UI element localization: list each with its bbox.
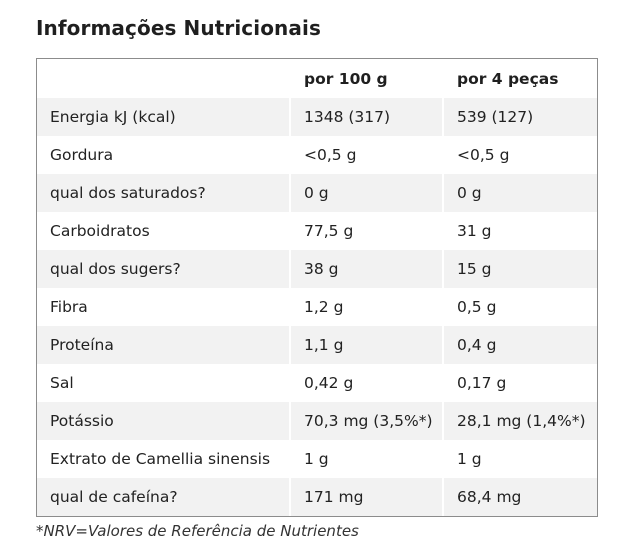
table-row: Sal 0,42 g 0,17 g (37, 364, 597, 402)
table-row: Proteína 1,1 g 0,4 g (37, 326, 597, 364)
nutrient-name: qual dos sugers? (37, 250, 290, 288)
value-per-4-pieces: 0,4 g (442, 326, 597, 364)
nutrient-name: Fibra (50, 298, 88, 316)
value-per-100g: 0,42 g (289, 364, 443, 402)
header-nutrient (37, 59, 290, 98)
value-per-4-pieces: 28,1 mg (1,4%*) (442, 402, 597, 440)
nutrient-name: Energia kJ (kcal) (37, 98, 290, 136)
nutrient-name: Potássio (37, 402, 290, 440)
table-row: qual dos sugers? 38 g 15 g (37, 250, 597, 288)
nutrient-name: Extrato de Camellia sinensis (50, 450, 271, 468)
nutrient-name: Carboidratos (50, 222, 150, 240)
value-per-100g: 1348 (317) (289, 98, 443, 136)
table-row: Gordura <0,5 g <0,5 g (37, 136, 597, 174)
nutrient-name: qual dos saturados? (37, 174, 290, 212)
value-per-100g: <0,5 g (289, 136, 443, 174)
table-row: Energia kJ (kcal) 1348 (317) 539 (127) (37, 98, 597, 136)
value-per-4-pieces: <0,5 g (442, 136, 597, 174)
value-per-100g: 38 g (289, 250, 443, 288)
value-per-100g: 77,5 g (289, 212, 443, 250)
table-row: Potássio 70,3 mg (3,5%*) 28,1 mg (1,4%*) (37, 402, 597, 440)
table-row: qual dos saturados? 0 g 0 g (37, 174, 597, 212)
value-per-4-pieces: 0,5 g (442, 288, 597, 326)
value-per-4-pieces: 15 g (442, 250, 597, 288)
value-per-4-pieces: 1 g (442, 440, 597, 478)
value-per-100g: 1 g (289, 440, 443, 478)
header-per-4-pieces: por 4 peças (442, 59, 597, 98)
value-per-4-pieces: 0,17 g (442, 364, 597, 402)
table-row: Carboidratos 77,5 g 31 g (37, 212, 597, 250)
value-per-4-pieces: 68,4 mg (442, 478, 597, 516)
nutrient-name: qual de cafeína? (37, 478, 290, 516)
value-per-100g: 0 g (289, 174, 443, 212)
nutrition-table: por 100 g por 4 peças Energia kJ (kcal) … (37, 59, 597, 516)
table-header-row: por 100 g por 4 peças (37, 59, 597, 98)
nutrient-name: Gordura (50, 146, 114, 164)
value-per-100g: 1,2 g (289, 288, 443, 326)
page-title: Informações Nutricionais (36, 16, 321, 40)
nutrition-table-container: por 100 g por 4 peças Energia kJ (kcal) … (36, 58, 598, 517)
table-row: qual de cafeína? 171 mg 68,4 mg (37, 478, 597, 516)
value-per-100g: 1,1 g (289, 326, 443, 364)
nutrient-name: Sal (50, 374, 74, 392)
value-per-4-pieces: 0 g (442, 174, 597, 212)
nrv-footnote: *NRV=Valores de Referência de Nutrientes (36, 522, 359, 540)
table-row: Fibra 1,2 g 0,5 g (37, 288, 597, 326)
nutrient-name: Proteína (37, 326, 290, 364)
value-per-4-pieces: 539 (127) (442, 98, 597, 136)
header-per-100g: por 100 g (289, 59, 443, 98)
table-row: Extrato de Camellia sinensis 1 g 1 g (37, 440, 597, 478)
value-per-100g: 70,3 mg (3,5%*) (289, 402, 443, 440)
value-per-100g: 171 mg (289, 478, 443, 516)
value-per-4-pieces: 31 g (442, 212, 597, 250)
